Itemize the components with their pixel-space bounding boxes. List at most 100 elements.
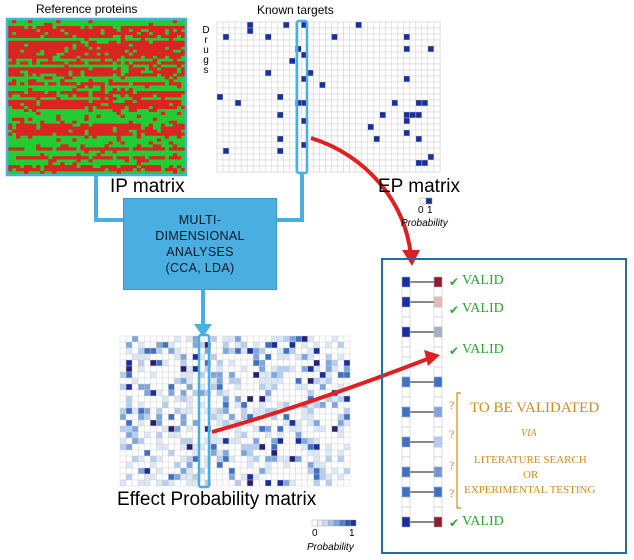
effect-matrix-cell [331, 407, 339, 415]
ep-matrix-cell [246, 165, 254, 173]
ip-matrix-cell [96, 82, 101, 86]
ep-matrix-cell [391, 57, 399, 65]
ip-matrix-cell [164, 135, 170, 139]
ep-matrix-cell [277, 63, 284, 71]
effect-matrix-cell [295, 407, 302, 415]
ep-matrix-cell [240, 33, 248, 41]
ip-matrix-cell [96, 91, 101, 95]
ip-matrix-cell [96, 73, 101, 77]
ep-matrix-cell [415, 105, 423, 113]
ep-matrix-cell [397, 93, 405, 101]
ip-matrix-cell [172, 126, 178, 130]
ip-matrix-cell [164, 40, 170, 44]
ep-matrix-cell [234, 81, 242, 89]
ep-matrix-cell [415, 45, 423, 53]
ip-matrix-cell [152, 117, 158, 121]
effect-matrix-cell [325, 353, 333, 361]
ip-matrix-cell [164, 73, 170, 77]
ip-matrix-cell [44, 34, 49, 38]
ip-matrix-cell [80, 156, 85, 160]
effect-scale-tick-1: 1 [349, 528, 355, 539]
ip-matrix-cell [76, 102, 81, 107]
question-mark-row-1: ? [449, 398, 455, 412]
effect-matrix-cell [131, 335, 139, 343]
effect-matrix-cell [277, 335, 284, 343]
ip-matrix-cell [8, 82, 13, 86]
ip-matrix-cell [176, 52, 182, 56]
ep-matrix-cell [391, 165, 399, 173]
ip-matrix-cell [144, 73, 149, 77]
ep-matrix-cell [349, 165, 356, 173]
ep-matrix-cell [277, 123, 284, 131]
effect-matrix-cell [271, 401, 278, 409]
ip-matrix-cell [60, 82, 65, 86]
ip-matrix-cell [8, 123, 13, 127]
effect-matrix-cell [228, 371, 236, 379]
ep-matrix-cell [421, 99, 429, 107]
effect-matrix-cell [295, 479, 302, 487]
ep-matrix-cell [349, 45, 356, 53]
ep-matrix-cell [415, 99, 423, 107]
ip-matrix-cell [132, 28, 137, 33]
effect-matrix-cell [137, 335, 145, 343]
ep-matrix-cell [228, 99, 236, 107]
ip-matrix-cell [108, 99, 113, 104]
effect-matrix-cell [228, 437, 236, 445]
effect-matrix-cell [283, 443, 290, 451]
ip-matrix-cell [16, 49, 21, 53]
effect-matrix-cell [131, 347, 139, 355]
effect-matrix-cell [325, 467, 333, 475]
ip-matrix-cell [128, 132, 133, 136]
ip-matrix-cell [48, 168, 53, 172]
ep-matrix-cell [228, 123, 236, 131]
ep-matrix-cell [222, 129, 230, 137]
effect-matrix-cell [125, 437, 133, 445]
ip-matrix-cell [152, 46, 158, 50]
ep-matrix-cell [421, 123, 429, 131]
ip-matrix-cell [28, 28, 33, 33]
ip-matrix-cell [176, 91, 182, 95]
effect-matrix-cell [234, 413, 242, 421]
ip-matrix-cell [144, 82, 149, 86]
ip-matrix-cell [64, 67, 69, 71]
ip-matrix-cell [40, 70, 45, 74]
ip-matrix-cell [128, 165, 133, 169]
ip-matrix-cell [172, 58, 178, 62]
effect-matrix-cell [156, 431, 163, 439]
ip-matrix-cell [136, 159, 141, 163]
ip-matrix-cell [84, 147, 89, 151]
ip-matrix-cell [64, 40, 69, 44]
ip-matrix-cell [84, 31, 89, 36]
effect-matrix-cell [234, 335, 242, 343]
ip-matrix-cell [76, 99, 81, 104]
effect-matrix-cell [180, 353, 187, 361]
ip-matrix-cell [40, 171, 45, 175]
ip-matrix-cell [44, 49, 49, 53]
ip-matrix-cell [68, 67, 73, 71]
effect-matrix-cell [271, 479, 278, 487]
ep-matrix-cell [367, 63, 374, 71]
ip-matrix-cell [64, 144, 69, 148]
ip-matrix-cell [156, 25, 162, 30]
effect-matrix-cell [119, 371, 127, 379]
ip-matrix-cell [28, 73, 33, 77]
ip-matrix-cell [120, 88, 125, 92]
ep-matrix-cell [216, 75, 224, 83]
ip-matrix-cell [124, 168, 129, 172]
effect-matrix-cell [301, 347, 308, 355]
ep-matrix-cell [415, 111, 423, 119]
ep-matrix-cell [222, 153, 230, 161]
effect-matrix-cell [168, 353, 175, 361]
effect-matrix-cell [277, 371, 284, 379]
ep-matrix-cell [349, 105, 356, 113]
effect-matrix-cell [222, 341, 230, 349]
effect-matrix-cell [216, 395, 224, 403]
effect-matrix-cell [259, 389, 266, 397]
effect-matrix-cell [283, 419, 290, 427]
ip-matrix-cell [100, 61, 105, 65]
ip-matrix-cell [64, 165, 69, 169]
ip-matrix-cell [72, 147, 77, 151]
ip-matrix-cell [104, 144, 109, 148]
ep-matrix-cell [228, 141, 236, 149]
ip-matrix-cell [104, 165, 109, 169]
